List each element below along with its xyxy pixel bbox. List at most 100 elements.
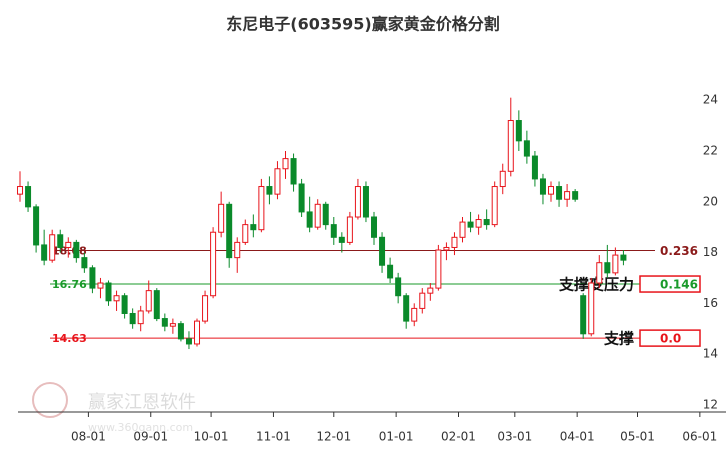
candle-body <box>33 206 40 246</box>
candle-body <box>298 183 305 213</box>
candle-body <box>572 191 579 200</box>
candle-body <box>226 203 233 259</box>
x-tick-label: 09-01 <box>133 430 168 444</box>
candle-body <box>427 287 434 294</box>
y-tick-label: 20 <box>703 194 718 208</box>
candle-body <box>194 320 201 345</box>
chart-title: 东尼电子(603595)赢家黄金价格分割 <box>226 15 499 34</box>
candle-body <box>202 295 209 322</box>
candle-body <box>250 224 257 231</box>
candle-body <box>580 295 587 335</box>
candle-body <box>515 120 522 142</box>
candle-body <box>443 246 450 251</box>
ratio-label: 0.146 <box>660 278 698 292</box>
candle-body <box>322 203 329 226</box>
candle-body <box>137 310 144 325</box>
candle-body <box>210 231 217 297</box>
candle-body <box>564 191 571 200</box>
candle-body <box>379 236 386 266</box>
candle-body <box>73 241 80 259</box>
level-price: 14.63 <box>52 332 87 345</box>
y-tick-label: 18 <box>703 245 718 259</box>
candle-body <box>41 244 48 261</box>
candle-body <box>411 307 418 322</box>
candle-body <box>556 186 563 200</box>
candles <box>17 97 627 350</box>
candle-body <box>177 323 184 340</box>
candle-body <box>258 186 265 231</box>
ratio-box <box>639 329 701 347</box>
candle-body <box>153 290 160 320</box>
ratio-box <box>639 275 701 293</box>
candle-body <box>354 186 361 218</box>
note-label: 支撑变压力 <box>558 276 634 294</box>
candle-body <box>25 186 32 208</box>
candle-body <box>266 186 273 195</box>
watermark-text: 赢家江恩软件 <box>88 391 196 413</box>
candle-body <box>588 282 595 335</box>
candle-body <box>121 295 128 314</box>
candle-body <box>612 254 619 274</box>
x-tick-label: 11-01 <box>256 430 291 444</box>
candle-body <box>129 312 136 325</box>
candle-body <box>65 241 72 248</box>
candle-body <box>459 221 466 238</box>
x-tick-label: 03-01 <box>497 430 532 444</box>
candle-body <box>483 219 490 226</box>
candle-body <box>105 282 112 302</box>
candle-body <box>403 295 410 322</box>
candle-body <box>387 264 394 279</box>
candle-body <box>539 178 546 195</box>
candle-body <box>596 262 603 284</box>
y-tick-label: 14 <box>703 347 718 361</box>
x-tick-label: 05-01 <box>620 430 655 444</box>
ratio-label: 0.236 <box>660 244 698 258</box>
candle-body <box>161 318 168 327</box>
candle-body <box>242 224 249 243</box>
candle-body <box>306 211 313 228</box>
candle-body <box>491 186 498 226</box>
candle-body <box>330 224 337 238</box>
note-label: 支撑 <box>603 330 634 348</box>
candle-body <box>89 267 96 289</box>
watermark-url: www.360gann.com <box>88 421 193 434</box>
y-tick-label: 22 <box>703 143 718 157</box>
candle-body <box>451 236 458 248</box>
y-tick-label: 24 <box>703 93 718 107</box>
candle-body <box>81 257 88 269</box>
candle-body <box>234 241 241 259</box>
x-tick-label: 01-01 <box>379 430 414 444</box>
candle-body <box>499 170 506 188</box>
candle-body <box>145 290 152 312</box>
candle-body <box>435 249 442 289</box>
candle-body <box>604 262 611 274</box>
candle-body <box>290 158 297 185</box>
candle-body <box>113 295 120 302</box>
candle-body <box>17 186 24 195</box>
candle-body <box>419 292 426 309</box>
candle-body <box>548 186 555 195</box>
candle-body <box>169 323 176 327</box>
candle-body <box>467 221 474 228</box>
x-tick-label: 06-01 <box>682 430 717 444</box>
y-tick-label: 16 <box>703 296 718 310</box>
candle-body <box>523 140 530 157</box>
candle-body <box>346 216 353 243</box>
candle-body <box>314 203 321 228</box>
candle-body <box>185 338 192 345</box>
candle-body <box>218 203 225 233</box>
candle-body <box>507 120 514 172</box>
x-tick-label: 10-01 <box>194 430 229 444</box>
candle-body <box>338 236 345 243</box>
candle-body <box>620 254 627 261</box>
watermark-logo <box>32 382 68 418</box>
x-tick-label: 04-01 <box>560 430 595 444</box>
y-tick-label: 12 <box>703 397 718 411</box>
candle-body <box>531 155 538 180</box>
x-tick-label: 12-01 <box>316 430 351 444</box>
candle-body <box>97 282 104 289</box>
candle-body <box>49 234 56 261</box>
ratio-label: 0.0 <box>660 332 681 346</box>
x-tick-label: 02-01 <box>441 430 476 444</box>
